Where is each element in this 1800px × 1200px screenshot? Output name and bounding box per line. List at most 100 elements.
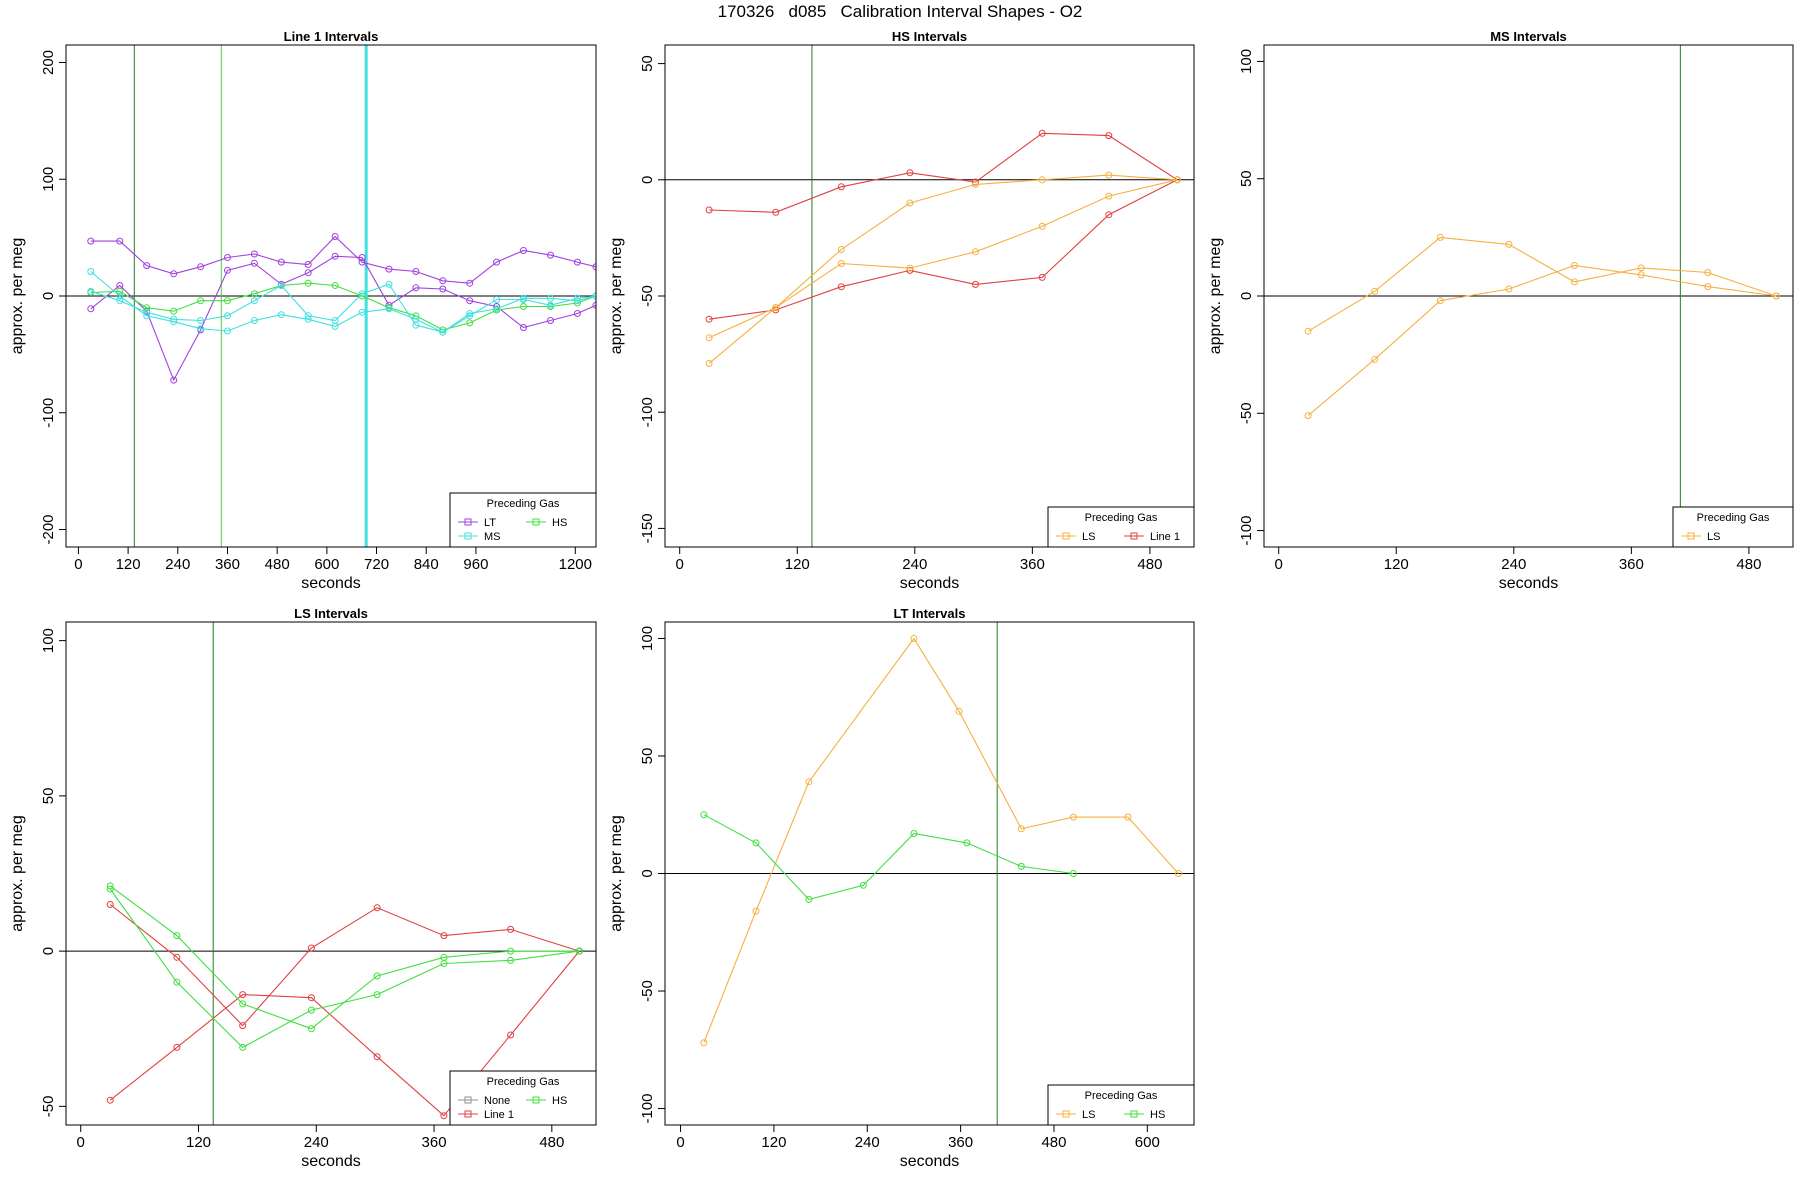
series-line-ls [1307, 236, 1777, 332]
data-point [373, 991, 381, 999]
data-point [250, 290, 258, 298]
data-point [304, 269, 312, 277]
x-tick-label: 480 [265, 556, 290, 573]
data-point [170, 307, 178, 315]
data-point [1304, 327, 1312, 335]
data-point [1017, 862, 1025, 870]
series-group [87, 233, 596, 384]
data-point [466, 297, 474, 305]
data-point [304, 312, 312, 320]
y-tick-label: -100 [1238, 516, 1255, 546]
data-point [493, 258, 501, 266]
data-point [705, 359, 713, 367]
data-point [520, 303, 527, 310]
data-point [573, 299, 581, 307]
x-tick-label: 600 [314, 556, 339, 573]
y-tick-label: -50 [639, 980, 656, 1002]
legend-box [449, 492, 597, 548]
data-point [143, 308, 151, 316]
y-axis-label: approx. per meg [608, 815, 625, 932]
legend-swatch-marker [1062, 1110, 1070, 1118]
legend-entry-label: LT [484, 517, 496, 529]
legend-entry-label: Line 1 [1150, 531, 1180, 543]
data-point [1105, 211, 1113, 219]
data-point [170, 270, 178, 278]
series-line-ls [708, 174, 1178, 339]
chart-title: LT Intervals [893, 606, 965, 621]
data-point [520, 247, 527, 254]
legend: Preceding Gas LS Line 1 [1047, 506, 1195, 548]
data-point [493, 296, 501, 303]
data-point [197, 263, 205, 271]
data-point [906, 266, 914, 274]
data-point [239, 991, 247, 999]
data-point [358, 290, 366, 298]
data-point [1371, 287, 1379, 295]
x-tick-label: 480 [1137, 556, 1162, 573]
x-axis: 0 120 240 360 480 [77, 1124, 564, 1151]
series-line-line-1 [709, 132, 1178, 213]
x-tick-label: 480 [539, 1134, 564, 1151]
data-point [277, 282, 285, 289]
data-point [250, 250, 258, 258]
legend: Preceding Gas None HS Line 1 [449, 1070, 597, 1126]
x-tick-label: 960 [463, 556, 488, 573]
data-point [307, 1025, 315, 1033]
data-point [972, 180, 979, 188]
data-point [547, 251, 554, 259]
data-point [466, 319, 474, 327]
data-point [1038, 129, 1046, 137]
data-point [173, 932, 181, 940]
y-tick-label: 0 [40, 947, 57, 955]
data-point [1436, 233, 1444, 241]
data-point [1571, 278, 1578, 286]
y-axis-label: approx. per meg [9, 815, 26, 932]
data-point [373, 1053, 381, 1061]
x-tick-label: 1200 [559, 556, 592, 573]
data-point [1038, 222, 1046, 230]
x-axis-label: seconds [900, 1153, 960, 1170]
data-point [705, 315, 713, 323]
chart-panel-1: Line 1 Intervals 0 120 240 360 480 600 720 840 96… [9, 29, 597, 592]
data-point [440, 960, 448, 967]
legend-swatch-marker [1687, 532, 1695, 540]
data-point [412, 268, 420, 275]
data-point [250, 259, 258, 267]
y-tick-label: 0 [639, 869, 656, 877]
chart-panel-4: LS Intervals 0 120 240 360 480 seconds -50 0 50 10… [9, 606, 597, 1170]
data-point [1571, 262, 1578, 269]
y-tick-label: -100 [639, 1094, 656, 1124]
data-point [173, 953, 181, 961]
data-point [173, 1043, 181, 1051]
data-point [224, 327, 231, 335]
data-point [700, 811, 708, 819]
data-point [307, 994, 315, 1002]
series-line-line-1 [709, 179, 1178, 320]
data-point [197, 317, 205, 324]
x-tick-label: 120 [186, 1134, 211, 1151]
data-point [1637, 271, 1645, 279]
y-tick-label: -150 [639, 513, 656, 543]
data-point [1105, 171, 1113, 179]
data-point [592, 263, 596, 271]
data-point [466, 279, 474, 287]
data-point [239, 1022, 247, 1030]
data-point [520, 294, 527, 302]
x-axis-label: seconds [301, 1153, 361, 1170]
legend-entry-label: Line 1 [484, 1109, 514, 1121]
y-tick-label: 50 [639, 55, 656, 72]
legend-swatch-marker [1062, 532, 1070, 540]
data-point [592, 292, 596, 300]
data-point [592, 301, 596, 309]
y-axis: -100 -50 0 50 100 [1238, 49, 1265, 546]
data-point [972, 248, 979, 256]
data-point [493, 305, 501, 313]
data-point [1637, 264, 1645, 272]
data-point [224, 266, 231, 274]
x-tick-label: 600 [1135, 1134, 1160, 1151]
data-point [170, 315, 178, 323]
x-tick-label: 720 [364, 556, 389, 573]
data-point [1105, 132, 1113, 140]
y-axis-label: approx. per meg [608, 238, 625, 355]
data-point [440, 932, 448, 940]
